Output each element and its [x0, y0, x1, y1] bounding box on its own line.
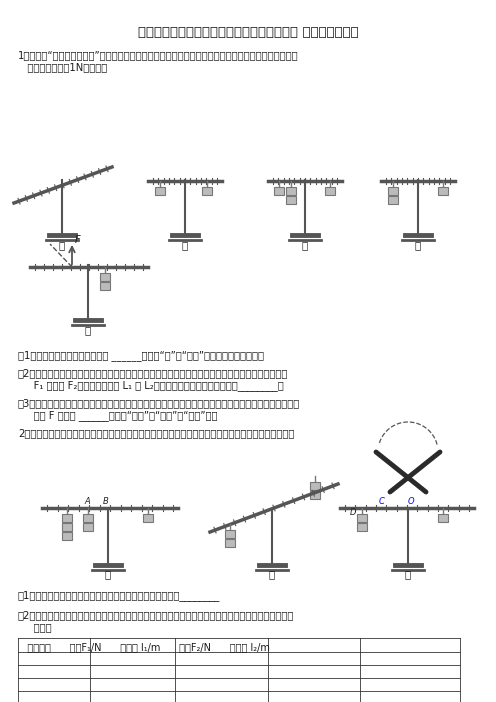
- Bar: [225, 539, 235, 547]
- Text: 乙: 乙: [182, 240, 188, 250]
- Text: O: O: [408, 497, 415, 506]
- Bar: [438, 187, 448, 195]
- Text: 戊: 戊: [85, 325, 91, 335]
- Bar: [202, 187, 212, 195]
- Text: 甲: 甲: [59, 240, 65, 250]
- Text: B: B: [103, 497, 109, 506]
- Text: 丙: 丙: [405, 569, 411, 579]
- Bar: [438, 514, 448, 522]
- Bar: [357, 523, 367, 531]
- Text: F₁ 和阻力 F₂，对应的力臂为 L₁ 和 L₂，由此可得杠杆的平衡条件为：________。: F₁ 和阻力 F₂，对应的力臂为 L₁ 和 L₂，由此可得杠杆的平衡条件为：__…: [18, 380, 284, 391]
- Bar: [310, 482, 320, 490]
- Bar: [388, 196, 398, 204]
- Text: 1．在探究“杠杆平衡的条件”实验中，所用的实验器材有：杠杆（每小格均等长）、铁架台、刻度尺、细: 1．在探究“杠杆平衡的条件”实验中，所用的实验器材有：杠杆（每小格均等长）、铁架…: [18, 50, 299, 60]
- Bar: [286, 196, 296, 204]
- Text: （2）小明调节杠杆水平平衡后，如图甲在杠杆左右两侧挂钩码，调节杠杆平衡，并记录三组数据如下表: （2）小明调节杠杆水平平衡后，如图甲在杠杆左右两侧挂钩码，调节杠杆平衡，并记录三…: [18, 610, 294, 620]
- Text: （3）如图戊所示，用细绳竖直向上拉，使杠杆在水平位置平衡，保持杠杆平衡，将细绳转到虚线位置时，: （3）如图戊所示，用细绳竖直向上拉，使杠杆在水平位置平衡，保持杠杆平衡，将细绳转…: [18, 398, 300, 408]
- Bar: [388, 187, 398, 195]
- Bar: [274, 187, 284, 195]
- Bar: [100, 282, 110, 290]
- Text: 人教版八年级物理下期第十二章《简单机械》 重点实验小专题: 人教版八年级物理下期第十二章《简单机械》 重点实验小专题: [138, 25, 358, 39]
- Bar: [357, 514, 367, 522]
- Text: C: C: [379, 497, 385, 506]
- Text: 2．某物理实验小组利用如图所示装置探究杠杆的平衡条件，实验中每个钩码重力相等，杠杆刻度均匀。: 2．某物理实验小组利用如图所示装置探究杠杆的平衡条件，实验中每个钩码重力相等，杠…: [18, 428, 294, 438]
- Bar: [325, 187, 335, 195]
- Text: F: F: [75, 235, 81, 245]
- Bar: [83, 514, 93, 522]
- Bar: [225, 530, 235, 538]
- Text: 丙: 丙: [302, 240, 308, 250]
- Bar: [100, 273, 110, 281]
- Text: （1）杠杆在如图甲的位置静止时 ______（选填“是”或“不是”）处于杠杆平衡状态。: （1）杠杆在如图甲的位置静止时 ______（选填“是”或“不是”）处于杠杆平衡…: [18, 350, 264, 361]
- Bar: [310, 491, 320, 499]
- Text: （2）杠杆调节好后，进行了三次实验，实验情景如图乙、丙、丁所示，以两边钩码的重力分别为动力: （2）杠杆调节好后，进行了三次实验，实验情景如图乙、丙、丁所示，以两边钩码的重力…: [18, 368, 288, 378]
- Text: 乙: 乙: [269, 569, 275, 579]
- Text: 所示：: 所示：: [18, 622, 52, 632]
- Text: 线和若干个重为1N的钩码。: 线和若干个重为1N的钩码。: [18, 62, 107, 72]
- Text: 丁: 丁: [415, 240, 421, 250]
- Text: （1）在实验过程中，将杠杆在水平位置调节平衡，目的是：________: （1）在实验过程中，将杠杆在水平位置调节平衡，目的是：________: [18, 590, 220, 601]
- Bar: [83, 523, 93, 531]
- Bar: [143, 514, 153, 522]
- Text: 拉力 F 大小将 ______（选填“变大”、“不变”或“变小”）。: 拉力 F 大小将 ______（选填“变大”、“不变”或“变小”）。: [18, 410, 218, 421]
- Bar: [286, 187, 296, 195]
- Text: 甲: 甲: [105, 569, 111, 579]
- Text: D: D: [350, 508, 357, 517]
- Bar: [62, 523, 72, 531]
- Bar: [155, 187, 165, 195]
- Bar: [62, 532, 72, 540]
- Text: A: A: [84, 497, 90, 506]
- Bar: [62, 514, 72, 522]
- Text: 实验次数      动力F₁/N      动力臂 l₁/m      阻力F₂/N      阻力臂 l₂/m: 实验次数 动力F₁/N 动力臂 l₁/m 阻力F₂/N 阻力臂 l₂/m: [18, 642, 270, 652]
